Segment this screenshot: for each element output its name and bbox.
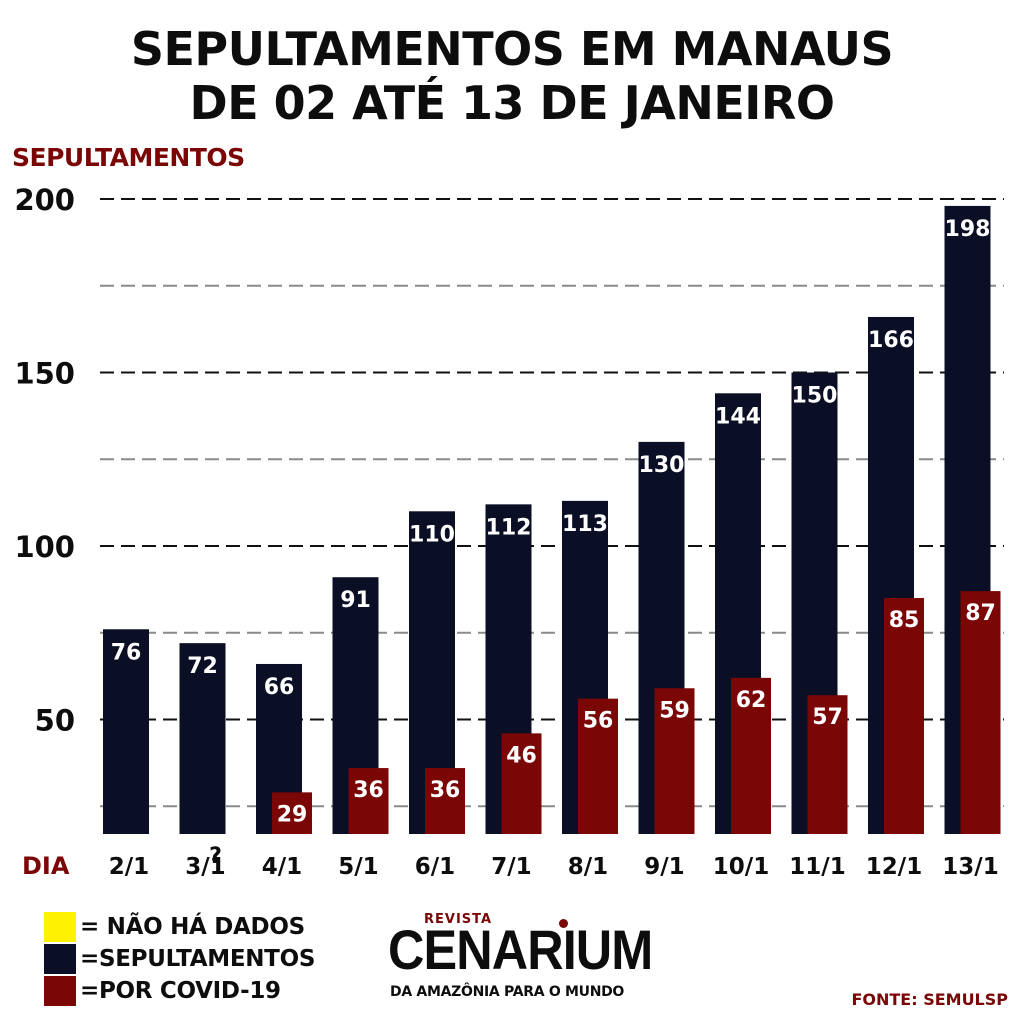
x-tick-label: 2/1: [109, 854, 149, 880]
legend-item-sepultamentos: =SEPULTAMENTOS: [44, 944, 315, 974]
x-tick-label: 11/1: [789, 854, 845, 880]
legend-swatch-no-data: [44, 912, 76, 942]
bar-chart: 50 100 150 200 76 172/1 72?3/1 66 29 4/1 91 36 5/1 11…: [14, 183, 1004, 880]
y-tick-label: 50: [35, 703, 75, 737]
y-tick-label: 100: [14, 530, 75, 564]
legend-swatch-sepultamentos: [44, 944, 76, 974]
bar-covid: [272, 792, 312, 834]
data-label-covid: 36: [353, 778, 384, 803]
y-tick-label: 200: [14, 183, 75, 217]
legend-item-covid: =POR COVID-19: [44, 976, 281, 1006]
logo-tagline: DA AMAZÔNIA PARA O MUNDO: [390, 984, 625, 1000]
x-tick-label: 3/1: [185, 854, 225, 880]
data-label-sepultamentos: 144: [715, 404, 761, 429]
bar-covid: [348, 768, 389, 834]
legend-label-no-data: = NÃO HÁ DADOS: [80, 914, 305, 940]
legend-swatch-covid: [44, 976, 76, 1006]
legend-label-covid: =POR COVID-19: [80, 978, 281, 1004]
source-note: FONTE: SEMULSP: [851, 990, 1008, 1009]
data-label-covid: 17: [124, 844, 155, 869]
data-label-covid: 85: [889, 608, 920, 633]
bar-covid: [807, 695, 848, 834]
data-label-sepultamentos: 130: [639, 453, 685, 478]
data-label-sepultamentos: 76: [111, 640, 142, 665]
data-label-covid: 87: [965, 601, 996, 626]
data-label-covid: 36: [430, 778, 461, 803]
data-label-covid: 29: [277, 802, 308, 827]
bar-covid: [960, 591, 1001, 834]
chart-title-line-1: SEPULTAMENTOS EM MANAUS: [130, 22, 894, 76]
x-tick-label: 6/1: [415, 854, 455, 880]
bar-covid: [425, 768, 465, 834]
x-tick-label: 7/1: [491, 854, 531, 880]
data-label-sepultamentos: 150: [792, 383, 838, 408]
bar-covid: [884, 598, 924, 834]
bar-sepultamentos: [103, 629, 149, 834]
data-label-covid: 56: [583, 709, 614, 734]
bar-sepultamentos: [179, 643, 226, 834]
bar-covid: [731, 677, 771, 834]
data-label-covid: 59: [659, 698, 690, 723]
data-label-sepultamentos: 72: [187, 654, 218, 679]
y-axis-label: SEPULTAMENTOS: [12, 143, 245, 172]
data-label-no-data: ?: [209, 844, 222, 869]
x-tick-label: 8/1: [568, 854, 608, 880]
data-label-sepultamentos: 166: [868, 328, 914, 353]
legend-label-sepultamentos: =SEPULTAMENTOS: [80, 946, 316, 972]
legend-item-no-data: = NÃO HÁ DADOS: [44, 912, 305, 942]
logo-revista: REVISTA: [424, 912, 493, 927]
data-label-sepultamentos: 113: [562, 512, 608, 537]
x-tick-label: 13/1: [942, 854, 998, 880]
logo-wordmark: CENARIUM: [388, 918, 653, 981]
data-label-covid: 57: [812, 705, 843, 730]
bar-covid: [654, 688, 695, 834]
data-label-covid: 62: [736, 688, 767, 713]
bar-covid: [578, 698, 618, 834]
x-axis-label: DIA: [22, 852, 70, 880]
data-label-sepultamentos: 91: [340, 588, 371, 613]
cenarium-logo: REVISTA CENARIUM DA AMAZÔNIA PARA O MUND…: [384, 912, 653, 1012]
logo-dot: [559, 919, 568, 928]
x-tick-label: 9/1: [644, 854, 684, 880]
x-tick-label: 5/1: [338, 854, 378, 880]
x-tick-label: 4/1: [262, 854, 302, 880]
x-tick-label: 10/1: [713, 854, 769, 880]
data-label-sepultamentos: 112: [486, 515, 532, 540]
y-tick-label: 150: [14, 356, 75, 390]
x-tick-label: 12/1: [866, 854, 922, 880]
data-label-sepultamentos: 66: [264, 675, 295, 700]
data-label-covid: 46: [506, 743, 537, 768]
data-label-sepultamentos: 110: [409, 522, 455, 547]
bar-covid: [501, 733, 542, 834]
chart-title-line-2: DE 02 ATÉ 13 DE JANEIRO: [189, 76, 835, 130]
data-label-sepultamentos: 198: [945, 217, 991, 242]
